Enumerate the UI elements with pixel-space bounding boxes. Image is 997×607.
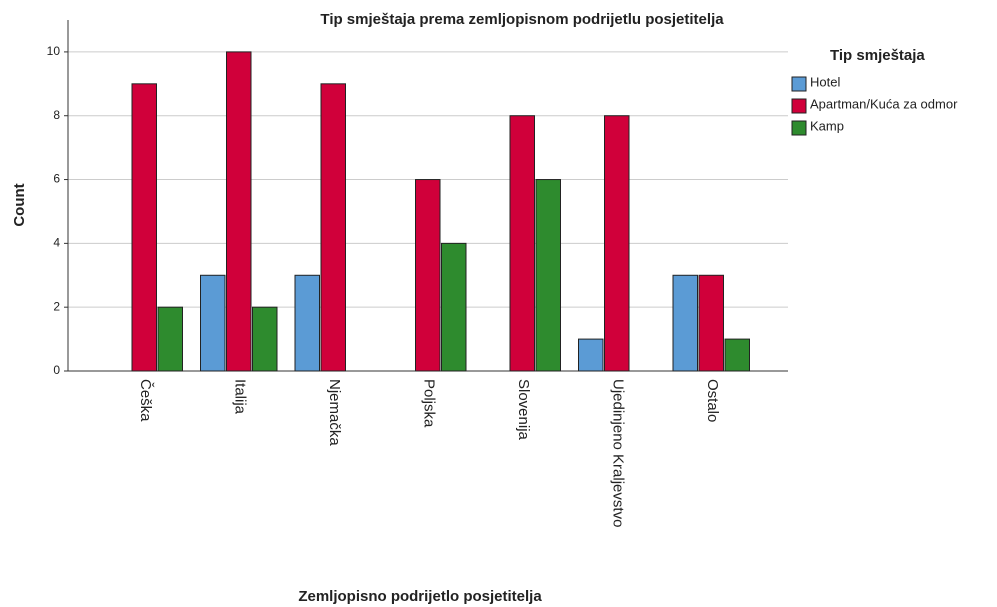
legend-swatch	[791, 98, 807, 114]
x-tick-label: Ostalo	[704, 379, 721, 422]
x-tick-label: Njemačka	[326, 379, 343, 446]
legend-title: Tip smještaja	[830, 47, 925, 64]
y-axis-label: Count	[11, 183, 28, 226]
y-tick-label: 4	[53, 236, 60, 250]
bar	[578, 338, 604, 372]
y-tick-label: 6	[53, 172, 60, 186]
legend-label: Kamp	[810, 118, 844, 133]
bar	[226, 51, 252, 372]
bar	[672, 274, 698, 372]
y-tick-label: 2	[53, 299, 60, 313]
bar	[698, 274, 724, 372]
chart-title: Tip smještaja prema zemljopisnom podrije…	[320, 11, 724, 28]
y-tick-label: 0	[53, 363, 60, 377]
legend-label: Apartman/Kuća za odmor	[810, 96, 958, 111]
bar	[724, 338, 750, 372]
bar	[604, 115, 630, 372]
bar	[252, 306, 278, 372]
bar	[415, 179, 441, 372]
x-tick-label: Slovenija	[515, 379, 532, 441]
bar	[535, 179, 561, 372]
x-tick-label: Ujedinjeno Kraljevstvo	[610, 379, 627, 527]
x-axis-label: Zemljopisno podrijetlo posjetitelja	[298, 588, 542, 605]
bar	[200, 274, 226, 372]
bar	[441, 242, 467, 372]
bar	[294, 274, 320, 372]
y-tick-label: 8	[53, 108, 60, 122]
x-tick-label: Italija	[232, 379, 249, 415]
bar	[509, 115, 535, 372]
legend-swatch	[791, 120, 807, 136]
y-tick-label: 10	[47, 44, 61, 58]
x-tick-label: Češka	[137, 379, 154, 422]
legend-swatch	[791, 76, 807, 92]
x-tick-label: Poljska	[421, 379, 438, 428]
legend-label: Hotel	[810, 74, 840, 89]
bar	[320, 83, 346, 372]
bar	[131, 83, 157, 372]
bar	[157, 306, 183, 372]
